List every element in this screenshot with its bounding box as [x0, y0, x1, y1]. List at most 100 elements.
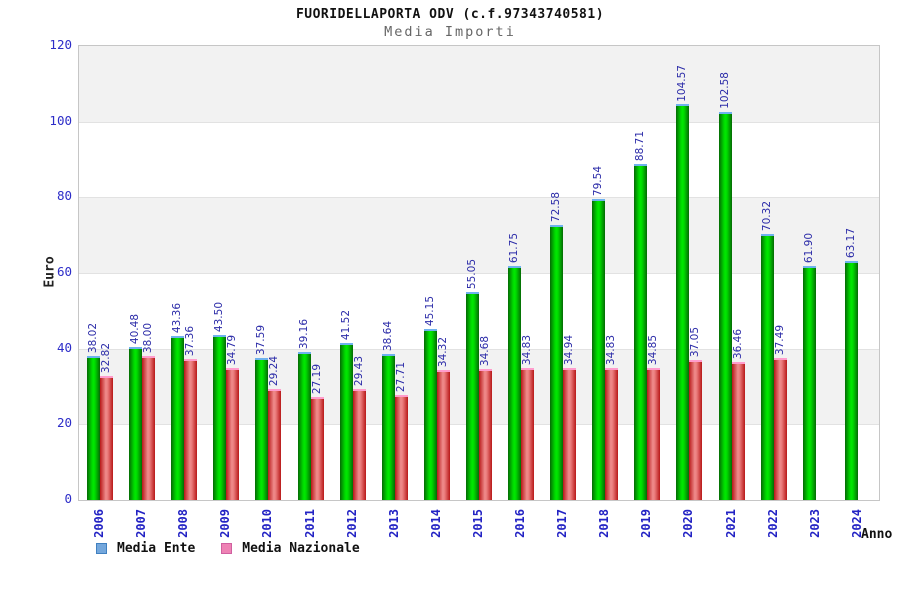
- bar-value-label: 27.19: [310, 364, 323, 395]
- bar-media-ente-2021: [718, 111, 732, 500]
- bar-media-nazionale-2018: [605, 368, 619, 500]
- bar-cap: [844, 261, 858, 264]
- bar-value-label: 61.90: [802, 232, 815, 263]
- bar-media-nazionale-2014: [436, 370, 450, 500]
- bar-media-nazionale-2019: [647, 368, 661, 500]
- bar-media-nazionale-2010: [268, 389, 282, 500]
- chart-subtitle: Media Importi: [384, 24, 516, 40]
- bar-media-nazionale-2007: [142, 356, 156, 500]
- bar-media-nazionale-2020: [689, 359, 703, 500]
- y-tick-label: 40: [56, 339, 72, 355]
- bar-media-ente-2013: [381, 353, 395, 500]
- bar-cap: [310, 397, 324, 400]
- plot-band: [79, 46, 879, 122]
- bar-media-ente-2006: [87, 356, 100, 500]
- bar-media-ente-2016: [508, 266, 522, 500]
- bar-value-label: 61.75: [508, 233, 521, 264]
- bar-value-label: 38.64: [381, 320, 394, 351]
- bar-value-label: 37.59: [255, 324, 268, 355]
- plot-band: [79, 121, 879, 198]
- bar-value-label: 29.24: [268, 356, 281, 387]
- bar-cap: [255, 357, 269, 360]
- bar-media-ente-2010: [255, 357, 269, 500]
- bar-cap: [423, 329, 437, 332]
- bar-value-label: 34.83: [521, 335, 534, 366]
- bar-media-nazionale-2008: [184, 358, 198, 500]
- x-tick-label-2008: 2008: [176, 509, 191, 538]
- gridline: [79, 273, 879, 274]
- bar-media-ente-2020: [676, 104, 690, 500]
- chart-title: FUORIDELLAPORTA ODV (c.f.97343740581): [295, 7, 605, 22]
- bar-value-label: 88.71: [634, 131, 647, 162]
- legend-label: Media Nazionale: [242, 541, 360, 556]
- bar-value-label: 55.05: [465, 258, 478, 289]
- bar-media-ente-2023: [802, 265, 816, 500]
- bar-media-nazionale-2006: [100, 375, 113, 500]
- bar-cap: [689, 359, 703, 362]
- bar-value-label: 34.79: [226, 335, 239, 366]
- bar-cap: [718, 111, 732, 114]
- bar-cap: [731, 362, 745, 365]
- legend-swatch: [221, 543, 233, 554]
- bar-value-label: 40.48: [129, 313, 142, 344]
- x-tick-label-2022: 2022: [765, 509, 780, 538]
- bar-cap: [521, 368, 535, 371]
- bar-value-label: 34.68: [478, 335, 491, 366]
- bar-media-nazionale-2022: [773, 358, 787, 500]
- x-tick-label-2015: 2015: [470, 509, 485, 538]
- y-tick-label: 60: [56, 264, 72, 279]
- bar-value-label: 34.32: [436, 337, 449, 368]
- bar-cap: [647, 368, 661, 371]
- bar-cap: [226, 368, 240, 371]
- bar-value-label: 45.15: [423, 296, 436, 327]
- x-tick-label-2019: 2019: [639, 509, 654, 538]
- bar-cap: [100, 375, 113, 378]
- bar-cap: [339, 342, 353, 345]
- bar-media-nazionale-2012: [352, 388, 366, 500]
- x-tick-label-2007: 2007: [134, 509, 149, 538]
- bar-value-label: 34.94: [563, 334, 576, 365]
- x-tick-label-2020: 2020: [681, 509, 696, 538]
- x-tick-label-2023: 2023: [807, 509, 822, 538]
- bar-media-nazionale-2015: [478, 368, 492, 500]
- x-tick-label-2006: 2006: [92, 509, 106, 538]
- x-tick-label-2010: 2010: [260, 509, 275, 538]
- bar-value-label: 32.82: [100, 342, 112, 373]
- bar-value-label: 34.85: [647, 335, 660, 366]
- y-tick-label: 100: [49, 112, 72, 128]
- bar-cap: [268, 389, 282, 392]
- bar-media-ente-2008: [171, 335, 185, 500]
- bar-cap: [297, 351, 311, 354]
- bar-value-label: 102.58: [718, 72, 731, 109]
- bar-media-nazionale-2021: [731, 362, 745, 500]
- x-tick-label-2021: 2021: [723, 509, 738, 538]
- x-tick-label-2018: 2018: [597, 509, 612, 538]
- x-tick-label-2016: 2016: [513, 509, 528, 538]
- bar-cap: [436, 370, 450, 373]
- bar-cap: [508, 266, 522, 269]
- bar-value-label: 37.05: [689, 326, 702, 357]
- bar-value-label: 34.83: [605, 335, 618, 366]
- bar-cap: [213, 335, 227, 338]
- bar-value-label: 37.36: [184, 325, 197, 356]
- bar-cap: [550, 225, 564, 228]
- bar-media-ente-2022: [760, 233, 774, 500]
- bar-value-label: 63.17: [844, 227, 857, 259]
- bar-cap: [605, 368, 619, 371]
- bar-media-ente-2024: [844, 261, 858, 500]
- bar-value-label: 29.43: [352, 355, 365, 386]
- bar-media-nazionale-2016: [521, 368, 535, 500]
- bar-cap: [184, 358, 198, 361]
- bar-cap: [676, 104, 690, 107]
- bar-media-ente-2007: [129, 346, 143, 500]
- bar-value-label: 72.58: [550, 192, 563, 223]
- bar-cap: [478, 368, 492, 371]
- x-tick-label-2009: 2009: [218, 509, 233, 538]
- y-tick-label: 0: [64, 491, 72, 506]
- bar-media-nazionale-2017: [563, 367, 577, 500]
- bar-value-label: 70.32: [760, 200, 773, 231]
- bar-media-ente-2011: [297, 351, 311, 500]
- bar-media-ente-2009: [213, 335, 227, 500]
- y-axis-ticks: 0 20 40 60 80 100 120: [0, 37, 72, 506]
- bar-value-label: 104.57: [676, 64, 689, 102]
